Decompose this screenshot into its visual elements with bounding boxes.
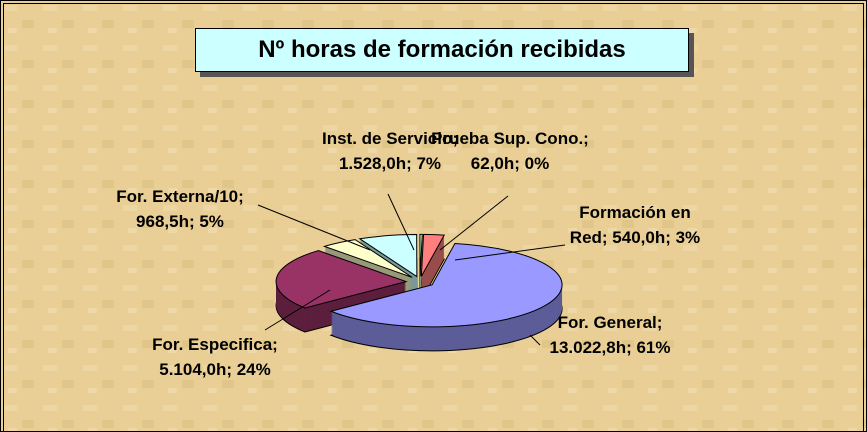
slice-top bbox=[275, 250, 408, 309]
data-label: Formación en Red; 540,0h; 3% bbox=[569, 203, 701, 247]
data-label: Inst. de Servicio; 1.528,0h; 7% bbox=[321, 129, 459, 173]
data-label: For. Externa/10; 968,5h; 5% bbox=[116, 187, 244, 231]
chart-title: Nº horas de formación recibidas bbox=[195, 28, 689, 72]
slice-top bbox=[420, 233, 446, 277]
data-label: Prueba Sup. Cono.; 62,0h; 0% bbox=[431, 129, 589, 173]
leader-line bbox=[529, 334, 541, 346]
slice-top bbox=[322, 239, 413, 278]
leader-line bbox=[264, 289, 331, 331]
leader-line bbox=[454, 244, 566, 261]
leader-line bbox=[387, 193, 415, 251]
slice bbox=[275, 250, 408, 333]
slice-top bbox=[329, 242, 563, 328]
slice bbox=[420, 233, 446, 301]
slice-top bbox=[358, 234, 418, 278]
data-label: For. General; 13.022,8h; 61% bbox=[549, 313, 671, 357]
slice bbox=[329, 242, 563, 352]
data-label: For. Especifica; 5.104,0h; 24% bbox=[152, 335, 278, 379]
pie bbox=[275, 233, 563, 352]
leader-line bbox=[439, 195, 509, 251]
slice-top bbox=[419, 233, 423, 277]
leader-line bbox=[257, 204, 371, 251]
leader-lines bbox=[257, 193, 566, 346]
